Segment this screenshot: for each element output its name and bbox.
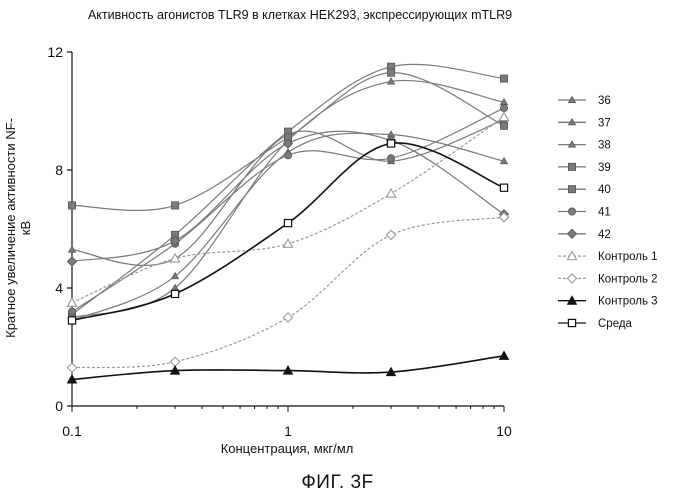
data-point xyxy=(170,271,180,280)
legend-label: 38 xyxy=(598,140,611,152)
data-point xyxy=(282,365,294,375)
series-line xyxy=(71,63,505,316)
legend-marker xyxy=(568,162,577,171)
data-point xyxy=(282,138,294,149)
data-point xyxy=(169,252,181,263)
series-контроль-3 xyxy=(66,350,510,384)
data-point xyxy=(169,235,181,246)
series-41 xyxy=(68,104,508,316)
data-point xyxy=(499,121,508,130)
series-39 xyxy=(68,62,508,319)
data-point xyxy=(283,218,293,228)
data-point xyxy=(283,151,292,160)
x-axis-label: Концентрация, мкг/мл xyxy=(220,441,354,456)
data-point xyxy=(499,156,509,165)
data-point xyxy=(170,289,180,299)
chart-title: Активность агонистов TLR9 в клетках HEK2… xyxy=(87,8,513,22)
legend-marker xyxy=(566,250,578,261)
data-point xyxy=(169,365,181,375)
y-tick-label: 0 xyxy=(55,398,63,414)
legend-marker xyxy=(568,207,577,216)
legend-entry-36: 36 xyxy=(558,95,611,107)
data-point xyxy=(386,77,396,85)
legend-marker xyxy=(566,295,578,305)
legend-label: 40 xyxy=(598,184,611,196)
legend-entry-39: 39 xyxy=(558,162,611,174)
data-point xyxy=(66,374,78,384)
data-point xyxy=(66,362,78,374)
series-37 xyxy=(67,77,509,321)
data-point xyxy=(68,307,77,316)
legend-entry-контроль-1: Контроль 1 xyxy=(558,250,658,263)
legend-entry-контроль-2: Контроль 2 xyxy=(558,273,658,285)
legend-label: 36 xyxy=(598,95,611,107)
legend-entry-контроль-3: Контроль 3 xyxy=(558,295,658,308)
legend-label: 42 xyxy=(598,229,611,241)
data-point xyxy=(171,201,180,210)
axes: 0 4 8 12 0.1 1 10 xyxy=(47,44,512,439)
legend-marker xyxy=(567,118,577,126)
data-point xyxy=(387,68,396,77)
legend-marker xyxy=(567,318,577,328)
legend-label: 37 xyxy=(598,117,611,129)
series-контроль-1 xyxy=(66,111,510,307)
data-point xyxy=(66,297,78,307)
legend-marker xyxy=(567,140,577,148)
y-tick-label: 8 xyxy=(55,162,63,178)
data-point xyxy=(498,211,510,223)
data-point xyxy=(386,139,396,148)
data-point xyxy=(385,187,397,198)
data-point xyxy=(66,256,78,267)
series-line xyxy=(71,79,505,319)
legend-label: Контроль 1 xyxy=(598,251,658,263)
legend-marker xyxy=(566,273,578,284)
x-tick-label: 1 xyxy=(284,423,292,439)
data-point xyxy=(67,245,77,253)
series-layer xyxy=(66,62,510,384)
data-point xyxy=(385,229,397,241)
data-point xyxy=(499,104,508,113)
legend-label: Среда xyxy=(598,318,633,330)
legend-label: 41 xyxy=(598,207,611,219)
legend-entry-42: 42 xyxy=(558,228,611,241)
data-point xyxy=(68,201,77,210)
legend-label: 39 xyxy=(598,162,611,174)
legend-marker xyxy=(566,228,578,239)
data-point xyxy=(498,350,510,360)
legend-label: Контроль 2 xyxy=(598,273,658,285)
data-point xyxy=(499,74,508,83)
series-среда xyxy=(67,139,509,325)
x-tick-label: 10 xyxy=(496,423,512,439)
figure-caption: ФИГ. 3F xyxy=(301,472,374,493)
data-point xyxy=(498,111,510,122)
data-point xyxy=(282,312,294,323)
data-point xyxy=(387,154,396,163)
legend-entry-38: 38 xyxy=(558,140,611,152)
legend-marker xyxy=(567,95,577,103)
legend-entry-среда: Среда xyxy=(558,318,633,330)
data-point xyxy=(67,316,77,325)
data-point xyxy=(385,366,397,377)
legend-entry-41: 41 xyxy=(558,207,611,219)
data-point xyxy=(499,183,509,192)
series-контроль-2 xyxy=(66,211,510,374)
legend-label: Контроль 3 xyxy=(598,296,658,308)
data-point xyxy=(282,238,294,248)
legend: 36 37 38 39 40 41 42 Контроль 1 Контроль 2 Контро… xyxy=(558,95,658,330)
x-tick-label: 0.1 xyxy=(62,423,82,439)
data-point xyxy=(169,356,181,368)
series-line xyxy=(71,142,505,322)
legend-entry-40: 40 xyxy=(558,184,611,196)
legend-marker xyxy=(568,185,577,194)
y-tick-label: 4 xyxy=(55,280,63,296)
y-tick-label: 12 xyxy=(47,44,63,60)
legend-entry-37: 37 xyxy=(558,117,611,129)
